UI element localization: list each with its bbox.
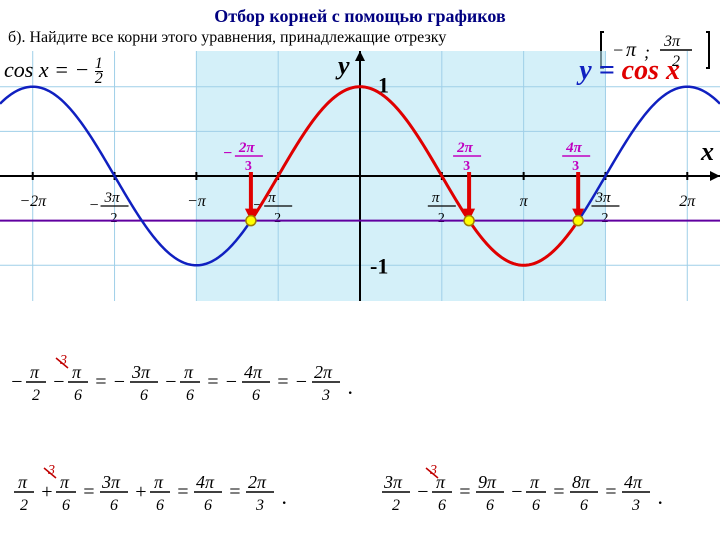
formula-3: 3 3π 2 − π 6 = 9π 6 − π 6 = 8π 6 = 4π 3 … xyxy=(380,460,720,520)
svg-text:4π: 4π xyxy=(196,472,215,492)
svg-text:8π: 8π xyxy=(572,472,591,492)
curve-label: y = cos x xyxy=(579,55,680,87)
svg-text:3π: 3π xyxy=(104,190,121,206)
svg-text:3: 3 xyxy=(463,159,470,174)
svg-text:2π: 2π xyxy=(248,472,267,492)
svg-text:-1: -1 xyxy=(370,253,388,278)
svg-text:=: = xyxy=(82,481,96,503)
svg-text:π: π xyxy=(18,472,28,492)
svg-text:−: − xyxy=(164,371,178,393)
formula-1: 3 − π 2 − π 6 = − 3π 6 − π 6 = − 4π 6 = … xyxy=(10,350,390,410)
svg-text:−: − xyxy=(52,371,66,393)
svg-text:4π: 4π xyxy=(244,362,263,382)
svg-text:.: . xyxy=(282,484,288,509)
svg-text:6: 6 xyxy=(62,497,70,514)
svg-text:−: − xyxy=(223,145,233,162)
svg-text:4π: 4π xyxy=(624,472,643,492)
chart: −2π−3π2−π−π2π2π3π22π1-1− 2π3 2π3 4π3 cos… xyxy=(0,51,720,301)
svg-text:π: π xyxy=(72,362,82,382)
svg-text:π: π xyxy=(30,362,40,382)
svg-text:π: π xyxy=(60,472,70,492)
svg-text:6: 6 xyxy=(156,497,164,514)
svg-text:3: 3 xyxy=(572,159,579,174)
svg-text:6: 6 xyxy=(204,497,212,514)
page-title: Отбор корней с помощью графиков xyxy=(0,0,720,29)
svg-text:3π: 3π xyxy=(131,362,151,382)
svg-text:3: 3 xyxy=(631,497,640,514)
y-axis-label: y xyxy=(338,51,350,81)
svg-text:=: = xyxy=(176,481,190,503)
svg-text:π: π xyxy=(436,472,446,492)
svg-text:6: 6 xyxy=(186,387,194,404)
svg-text:3: 3 xyxy=(255,497,264,514)
svg-text:=: = xyxy=(552,481,566,503)
svg-text:= −: = − xyxy=(94,371,126,393)
svg-text:.: . xyxy=(348,374,354,399)
svg-text:6: 6 xyxy=(438,497,446,514)
svg-text:2: 2 xyxy=(274,211,281,226)
svg-text:2π: 2π xyxy=(314,362,333,382)
svg-text:2: 2 xyxy=(20,497,28,514)
svg-text:=: = xyxy=(228,481,242,503)
svg-text:2: 2 xyxy=(438,211,445,226)
svg-text:3π: 3π xyxy=(383,472,403,492)
svg-text:6: 6 xyxy=(74,387,82,404)
svg-text:−π: −π xyxy=(187,193,207,210)
svg-text:π: π xyxy=(520,193,529,210)
svg-text:−: − xyxy=(10,371,24,393)
svg-text:π: π xyxy=(530,472,540,492)
svg-text:−: − xyxy=(510,481,524,503)
svg-text:2π: 2π xyxy=(238,140,256,156)
svg-text:2: 2 xyxy=(601,211,608,226)
svg-text:2π: 2π xyxy=(456,140,474,156)
svg-text:6: 6 xyxy=(110,497,118,514)
svg-text:4π: 4π xyxy=(565,140,583,156)
equation-label: cos x = − 12 xyxy=(4,57,103,86)
svg-text:= −: = − xyxy=(206,371,238,393)
svg-text:2: 2 xyxy=(392,497,400,514)
svg-text:2: 2 xyxy=(32,387,40,404)
svg-text:−2π: −2π xyxy=(19,193,47,210)
svg-text:π: π xyxy=(184,362,194,382)
svg-text:6: 6 xyxy=(252,387,260,404)
svg-text:π: π xyxy=(432,190,440,206)
svg-text:6: 6 xyxy=(486,497,494,514)
svg-text:3: 3 xyxy=(321,387,330,404)
svg-text:= −: = − xyxy=(276,371,308,393)
svg-text:−: − xyxy=(416,481,430,503)
svg-text:2: 2 xyxy=(111,211,118,226)
svg-text:=: = xyxy=(458,481,472,503)
svg-text:π: π xyxy=(154,472,164,492)
svg-text:6: 6 xyxy=(580,497,588,514)
svg-text:9π: 9π xyxy=(478,472,497,492)
svg-text:3π: 3π xyxy=(663,33,681,50)
svg-text:6: 6 xyxy=(140,387,148,404)
svg-text:−: − xyxy=(89,197,100,214)
svg-text:6: 6 xyxy=(532,497,540,514)
formula-2: 3 π 2 + π 6 = 3π 6 + π 6 = 4π 6 = 2π 3 . xyxy=(10,460,350,520)
svg-text:.: . xyxy=(658,484,664,509)
svg-text:2π: 2π xyxy=(679,193,696,210)
svg-text:3π: 3π xyxy=(101,472,121,492)
svg-text:3: 3 xyxy=(245,159,252,174)
svg-text:+: + xyxy=(40,481,54,503)
x-axis-label: x xyxy=(701,137,714,167)
svg-text:=: = xyxy=(604,481,618,503)
svg-text:+: + xyxy=(134,481,148,503)
